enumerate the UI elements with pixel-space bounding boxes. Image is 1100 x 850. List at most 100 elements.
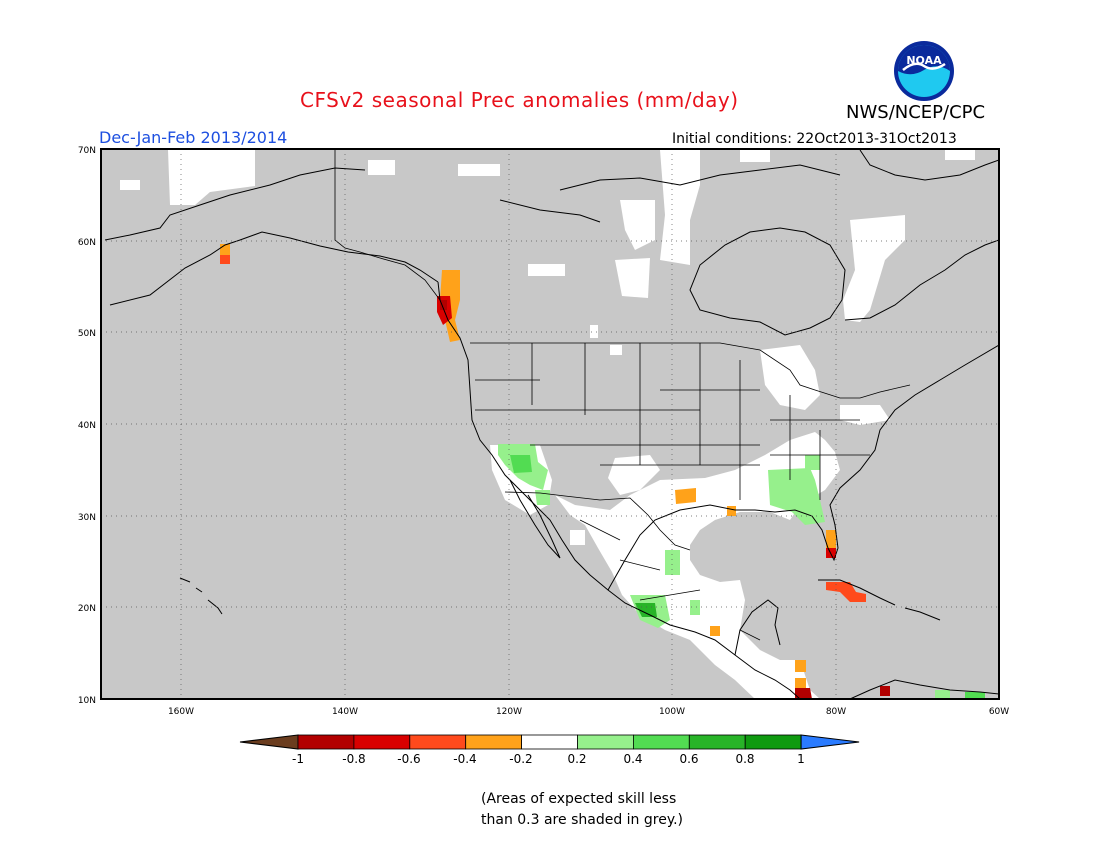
white-region-north-4 (528, 264, 565, 276)
colorbar-cell (409, 734, 467, 750)
red-region-alaska (220, 255, 230, 264)
coastline-hispaniola (904, 607, 941, 621)
orange-region-louisiana (727, 506, 736, 516)
footnote-line-2: than 0.3 are shaded in grey.) (481, 812, 684, 828)
coastline-arctic-1 (559, 164, 841, 191)
colorbar-cell (633, 734, 690, 750)
latitude-labels: 70N 60N 50N 40N 30N 20N 10N (78, 146, 96, 706)
green-region-mexico-core (635, 603, 657, 617)
border-states-1 (531, 343, 741, 500)
lon-label: 60W (989, 707, 1009, 717)
white-region-sea-4 (570, 530, 585, 545)
coastlines (104, 149, 999, 699)
border-states-2 (475, 379, 760, 466)
coastline-cuba (818, 579, 896, 606)
white-region-great-lakes (760, 345, 820, 410)
colorbar-label: 0.6 (679, 752, 698, 766)
colorbar-cell (744, 734, 802, 750)
neutral-anomaly-regions (120, 150, 975, 699)
orange-region-central-america-2 (795, 678, 806, 690)
lon-label: 100W (659, 707, 685, 717)
chart-title: CFSv2 seasonal Prec anomalies (mm/day) (300, 88, 739, 112)
coastline-south-america (849, 679, 999, 699)
lon-label: 160W (168, 707, 194, 717)
colorbar-label: -0.8 (342, 752, 365, 766)
orange-region-mexico (710, 626, 720, 636)
green-region-caribbean (935, 690, 950, 699)
lat-label: 20N (78, 604, 96, 614)
green-region-southeast-2 (805, 455, 820, 470)
white-region-north-1 (168, 150, 255, 205)
colorbar-cells (239, 734, 860, 750)
colorbar-cell (465, 734, 523, 750)
colorbar: -1 -0.8 -0.6 -0.4 -0.2 0.2 0.4 0.6 0.8 1 (239, 734, 860, 766)
colorbar-cell (353, 734, 411, 750)
darkred-region-central-america (795, 688, 812, 699)
white-region-sea-3 (610, 345, 622, 355)
coastline-greenland (859, 149, 999, 181)
white-region-sea-1 (120, 180, 140, 190)
agency-label: NWS/NCEP/CPC (846, 102, 986, 123)
white-region-canada-east (615, 258, 650, 298)
white-region-north-2 (368, 160, 395, 175)
negative-anomaly-regions (220, 244, 890, 699)
lat-label: 60N (78, 238, 96, 248)
green-region-texas (665, 550, 680, 575)
skill-mask-grey (101, 149, 999, 699)
lon-label: 120W (496, 707, 522, 717)
green-region-caribbean-2 (965, 692, 985, 699)
border-mexico-states (579, 519, 761, 641)
green-region-california-core (510, 455, 532, 473)
green-region-baja (535, 490, 550, 505)
map-frame (100, 148, 1000, 700)
lat-label: 70N (78, 146, 96, 156)
darkred-region-bc (440, 300, 447, 310)
coastline-arctic-2 (499, 199, 601, 223)
white-region-north-6 (945, 150, 975, 160)
noaa-logo-icon: NOAA (894, 41, 954, 101)
colorbar-arrow-low (239, 734, 299, 750)
red-region-cuba (826, 582, 866, 602)
coastline-hawaii (179, 577, 223, 615)
orange-region-central-america (795, 660, 806, 672)
coastline-gulf (607, 344, 999, 591)
coastline-alaska-north (104, 167, 366, 241)
coastline-alaska (109, 231, 439, 306)
footnote-line-1: (Areas of expected skill less (481, 791, 677, 807)
period-label: Dec-Jan-Feb 2013/2014 (99, 128, 288, 147)
lat-label: 10N (78, 696, 96, 706)
map-area (101, 149, 999, 699)
colorbar-cell (688, 734, 746, 750)
lon-label: 80W (826, 707, 846, 717)
colorbar-cell (577, 734, 634, 750)
colorbar-label: -1 (292, 752, 304, 766)
border-us-mexico (504, 491, 691, 551)
colorbar-cell (521, 734, 578, 750)
colorbar-label: -0.4 (453, 752, 476, 766)
white-region-hudson (660, 150, 700, 265)
colorbar-label: 0.2 (567, 752, 586, 766)
border-us-canada (470, 342, 911, 399)
colorbar-label: -0.6 (397, 752, 420, 766)
colorbar-label: 1 (797, 752, 805, 766)
colorbar-label: -0.2 (509, 752, 532, 766)
lat-label: 50N (78, 329, 96, 339)
white-region-hudson-2 (620, 200, 655, 250)
border-states-3 (770, 395, 870, 500)
graticule (101, 149, 999, 699)
white-region-north-3 (458, 164, 500, 176)
coastline-westcoast (437, 281, 801, 699)
coastline-labrador (844, 239, 999, 321)
green-region-southeast (768, 468, 825, 525)
white-region-mexico-gulf (555, 432, 840, 699)
darkred-region-colombia (880, 686, 890, 696)
colorbar-arrow-high (800, 734, 860, 750)
coastline-baja (509, 479, 561, 559)
logo-text: NOAA (906, 54, 942, 67)
colorbar-label: 0.8 (735, 752, 754, 766)
longitude-labels: 160W 140W 120W 100W 80W 60W (168, 707, 1009, 717)
colorbar-label: 0.4 (623, 752, 642, 766)
white-region-sea-2 (590, 325, 598, 338)
initial-conditions-label: Initial conditions: 22Oct2013-31Oct2013 (672, 131, 957, 147)
